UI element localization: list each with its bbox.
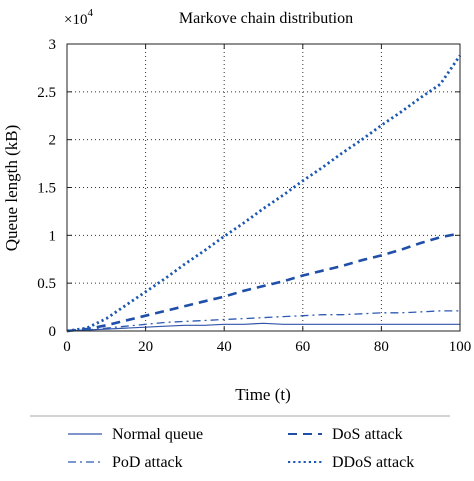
y-multiplier-label: ×104 [64,7,93,28]
series-line-pod-attack [66,310,460,332]
y-tick-label: 2.5 [37,85,56,101]
x-tick-label: 60 [295,339,310,355]
y-tick-label: 0 [49,324,57,340]
legend-label-ddos-attack: DDoS attack [332,454,414,471]
grid-layer [67,44,460,331]
x-axis-label: Time (t) [235,385,291,404]
y-tick-label: 2 [49,133,57,149]
y-tick-label: 1 [49,228,57,244]
series-line-normal-queue [66,322,460,332]
y-tick-label: 3 [49,37,57,53]
chart-title: Markove chain distribution [179,10,353,27]
x-tick-label: 100 [449,339,472,355]
x-tick-label: 0 [63,339,71,355]
series-line-dos-attack [66,232,461,333]
axis-layer: 0 20 40 60 80 100 0 0.5 1 1.5 2 2.5 3 [37,37,471,355]
legend: Normal queue DoS attack PoD attack DDoS att… [68,426,414,471]
y-tick-label: 0.5 [37,276,56,292]
y-tick-label: 1.5 [37,181,56,197]
series-line-ddos-attack [66,54,462,333]
legend-label-dos-attack: DoS attack [332,426,403,443]
x-tick-label: 80 [374,339,389,355]
x-tick-label: 40 [217,339,232,355]
series-layer [66,54,462,333]
y-axis-label: Queue length (kB) [2,125,21,252]
legend-label-normal-queue: Normal queue [112,426,203,443]
x-tick-label: 20 [138,339,153,355]
legend-label-pod-attack: PoD attack [112,454,183,471]
